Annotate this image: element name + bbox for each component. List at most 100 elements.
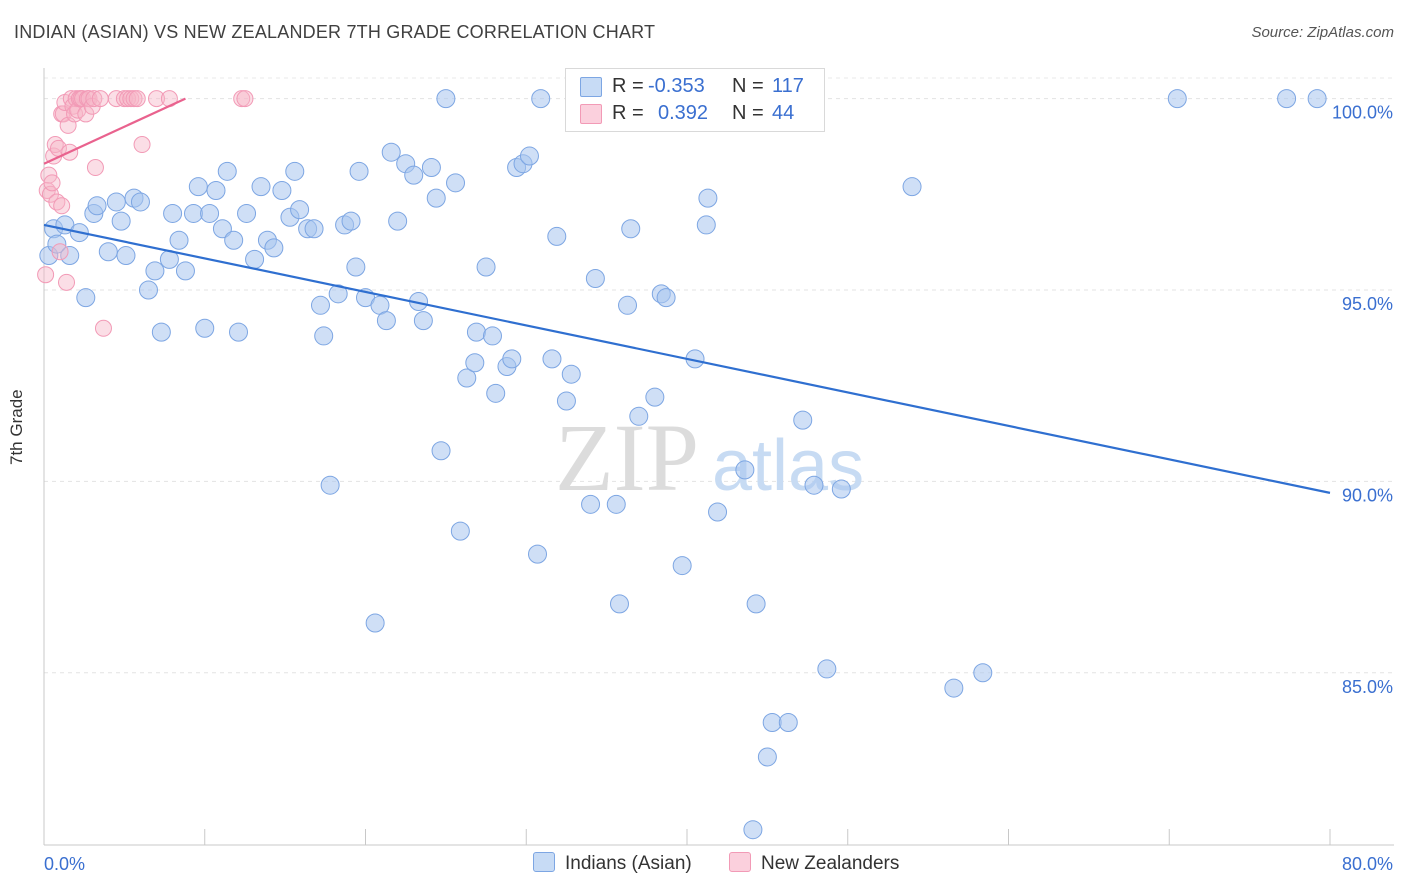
- point-indians: [502, 349, 522, 369]
- point-indians: [482, 326, 502, 346]
- point-indians: [528, 544, 548, 564]
- point-indians: [486, 383, 506, 403]
- point-indians: [251, 177, 271, 197]
- point-indians: [76, 288, 96, 308]
- point-indians: [547, 226, 567, 246]
- y-axis-label: 7th Grade: [7, 389, 26, 465]
- point-indians: [606, 494, 626, 514]
- point-indians: [561, 364, 581, 384]
- point-indians: [87, 196, 107, 216]
- point-indians: [60, 246, 80, 266]
- y-tick-label: 95.0%: [1342, 294, 1393, 314]
- point-new-zealanders: [37, 266, 55, 284]
- point-indians: [328, 284, 348, 304]
- r-value: -0.353: [648, 75, 705, 97]
- r-label: R =: [612, 75, 644, 97]
- bottom-legend-new-zealanders: New Zealanders: [729, 852, 899, 875]
- y-tick-label: 100.0%: [1332, 103, 1393, 123]
- point-indians: [163, 203, 183, 223]
- point-indians: [743, 820, 763, 840]
- point-indians: [130, 192, 150, 212]
- point-indians: [696, 215, 716, 235]
- point-new-zealanders: [43, 174, 61, 192]
- point-indians: [381, 142, 401, 162]
- point-new-zealanders: [128, 90, 146, 108]
- point-indians: [757, 747, 777, 767]
- gridlines: [44, 77, 1394, 674]
- point-indians: [531, 89, 551, 109]
- y-tick-label: 90.0%: [1342, 485, 1393, 505]
- point-new-zealanders: [51, 243, 69, 261]
- point-indians: [285, 161, 305, 181]
- point-indians: [465, 353, 485, 373]
- point-indians: [708, 502, 728, 522]
- point-indians: [629, 406, 649, 426]
- point-indians: [446, 173, 466, 193]
- point-indians: [804, 475, 824, 495]
- point-indians: [778, 713, 798, 733]
- point-new-zealanders: [148, 90, 166, 108]
- r-value: 0.392: [658, 102, 709, 124]
- point-indians: [698, 188, 718, 208]
- point-indians: [746, 594, 766, 614]
- trend-lines: [43, 97, 1331, 494]
- n-label: N =: [732, 102, 764, 124]
- point-indians: [169, 230, 189, 250]
- point-indians: [245, 249, 265, 269]
- point-indians: [314, 326, 334, 346]
- point-new-zealanders: [236, 90, 254, 108]
- point-indians: [188, 177, 208, 197]
- point-indians: [762, 713, 782, 733]
- point-indians: [200, 203, 220, 223]
- point-indians: [264, 238, 284, 258]
- point-indians: [217, 161, 237, 181]
- point-indians: [346, 257, 366, 277]
- point-indians: [116, 246, 136, 266]
- point-indians: [476, 257, 496, 277]
- trend-line-indians: [43, 223, 1331, 494]
- point-indians: [645, 387, 665, 407]
- legend-swatch-indians: [580, 77, 602, 97]
- point-indians: [618, 295, 638, 315]
- bottom-legend-label-indians: Indians (Asian): [565, 853, 692, 874]
- point-indians: [206, 180, 226, 200]
- point-indians: [145, 261, 165, 281]
- point-indians: [310, 295, 330, 315]
- point-indians: [1167, 89, 1187, 109]
- point-new-zealanders: [91, 90, 109, 108]
- point-indians: [973, 663, 993, 683]
- bottom-legend-indians: Indians (Asian): [533, 852, 692, 875]
- point-indians: [519, 146, 539, 166]
- n-value: 44: [772, 102, 795, 124]
- point-indians: [609, 594, 629, 614]
- point-indians: [304, 219, 324, 239]
- point-indians: [151, 322, 171, 342]
- point-indians: [98, 242, 118, 262]
- point-indians: [404, 165, 424, 185]
- point-indians: [290, 200, 310, 220]
- point-indians: [413, 311, 433, 331]
- trend-line-new-zealanders: [43, 97, 186, 165]
- point-indians: [793, 410, 813, 430]
- bottom-legend-swatch-new-zealanders: [729, 852, 751, 872]
- point-indians: [457, 368, 477, 388]
- point-indians: [581, 494, 601, 514]
- point-indians: [224, 230, 244, 250]
- point-indians: [212, 219, 232, 239]
- point-indians: [672, 556, 692, 576]
- point-indians: [237, 203, 257, 223]
- point-indians: [902, 177, 922, 197]
- point-indians: [111, 211, 131, 231]
- source-label: Source: ZipAtlas.com: [1251, 24, 1394, 41]
- point-indians: [831, 479, 851, 499]
- watermark-zip: ZIP: [555, 404, 699, 511]
- r-label: R =: [612, 102, 644, 124]
- point-indians: [585, 269, 605, 289]
- point-indians: [556, 391, 576, 411]
- point-indians: [1307, 89, 1327, 109]
- x-tick-label-min: 0.0%: [44, 854, 85, 874]
- point-indians: [106, 192, 126, 212]
- point-new-zealanders: [86, 159, 104, 177]
- point-indians: [1277, 89, 1297, 109]
